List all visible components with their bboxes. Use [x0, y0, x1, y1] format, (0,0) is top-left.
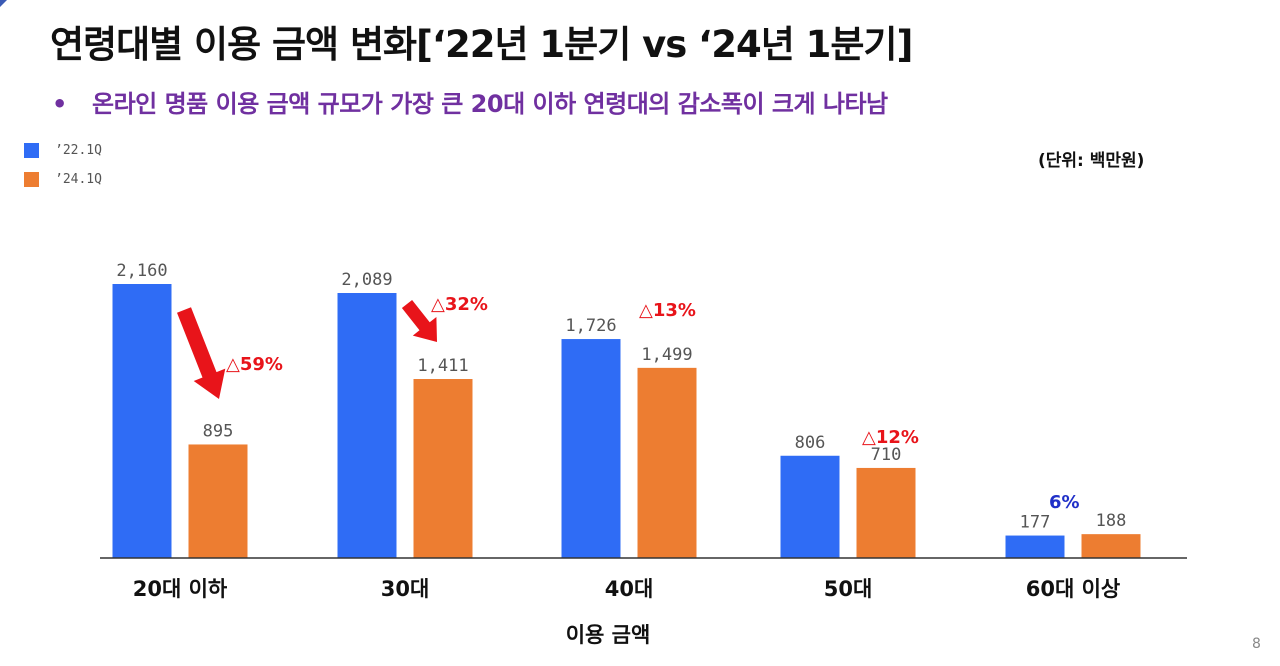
x-axis-title: 이용 금액: [566, 623, 651, 647]
bar-24q1-3: [856, 467, 916, 558]
value-label-24q1-1: 1,411: [417, 356, 468, 376]
page-number: 8: [1252, 636, 1261, 652]
value-label-24q1-2: 1,499: [641, 345, 692, 365]
value-label-24q1-0: 895: [203, 421, 234, 441]
unit-label: (단위: 백만원): [1038, 151, 1145, 171]
page-title: 연령대별 이용 금액 변화[‘22년 1분기 vs ‘24년 1분기]: [50, 23, 913, 66]
category-label-1: 30대: [381, 577, 430, 601]
legend-item-24q1: ’24.1Q: [24, 165, 102, 194]
bullet-marker: •: [52, 90, 67, 118]
decrease-arrow-1: [401, 300, 437, 342]
category-label-0: 20대 이하: [133, 577, 228, 601]
value-label-22q1-2: 1,726: [565, 316, 616, 336]
chart-legend: ’22.1Q ’24.1Q: [24, 136, 102, 194]
change-annotation-4: 6%: [1049, 492, 1080, 513]
category-label-2: 40대: [605, 577, 654, 601]
bar-22q1-0: [112, 284, 172, 558]
legend-label-24q1: ’24.1Q: [55, 172, 102, 187]
legend-swatch-22q1: [24, 143, 39, 158]
value-label-24q1-4: 188: [1096, 511, 1127, 531]
value-label-22q1-1: 2,089: [341, 270, 392, 290]
bar-24q1-2: [637, 367, 697, 558]
bar-24q1-0: [188, 444, 248, 558]
change-annotation-2: △13%: [639, 300, 696, 321]
value-label-22q1-3: 806: [795, 433, 826, 453]
subtitle-text: 온라인 명품 이용 금액 규모가 가장 큰 20대 이하 연령대의 감소폭이 크…: [92, 90, 888, 118]
legend-swatch-24q1: [24, 172, 39, 187]
decrease-arrow-0: [177, 307, 226, 399]
change-annotation-0: △59%: [226, 354, 283, 375]
value-label-22q1-4: 177: [1020, 513, 1051, 533]
category-label-3: 50대: [824, 577, 873, 601]
change-annotation-3: △12%: [862, 427, 919, 448]
bar-22q1-3: [780, 455, 840, 558]
bar-22q1-2: [561, 339, 621, 558]
bar-22q1-4: [1005, 535, 1065, 558]
legend-label-22q1: ’22.1Q: [55, 143, 102, 158]
change-annotation-1: △32%: [431, 294, 488, 315]
value-label-22q1-0: 2,160: [116, 261, 167, 281]
bar-24q1-4: [1081, 534, 1141, 558]
category-label-4: 60대 이상: [1026, 577, 1121, 601]
legend-item-22q1: ’22.1Q: [24, 136, 102, 165]
value-label-24q1-3: 710: [871, 445, 902, 465]
bar-24q1-1: [413, 379, 473, 558]
corner-mark: [0, 0, 7, 7]
subtitle: • 온라인 명품 이용 금액 규모가 가장 큰 20대 이하 연령대의 감소폭이 …: [52, 84, 888, 119]
bar-22q1-1: [337, 293, 397, 558]
